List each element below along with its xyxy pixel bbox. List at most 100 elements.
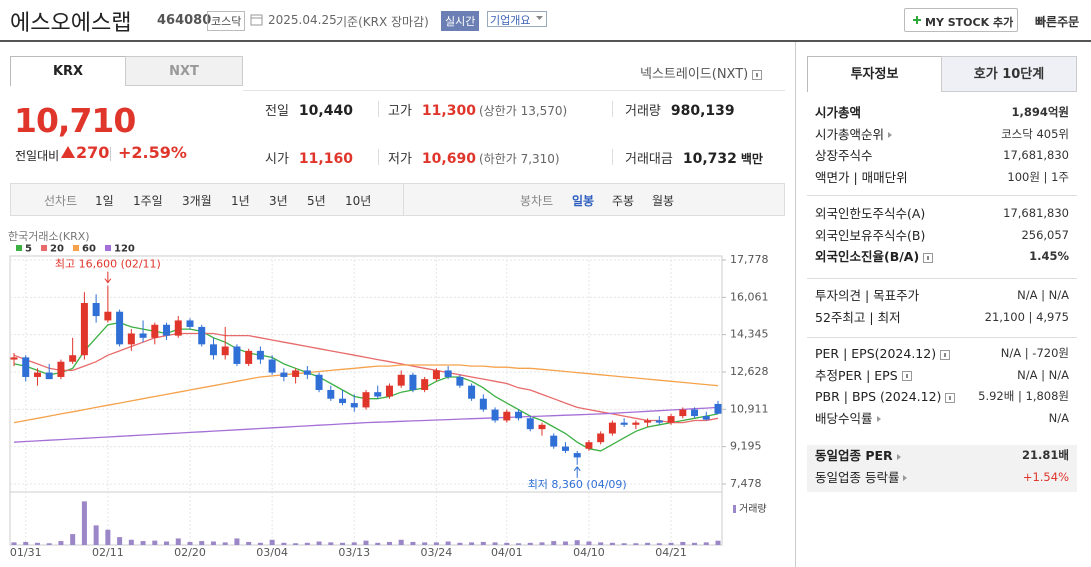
- quote-separator: [612, 101, 613, 117]
- info-row: 상장주식수 17,681,830: [815, 145, 1069, 167]
- change-pct: +2.59%: [118, 143, 187, 162]
- candle-body: [479, 398, 487, 410]
- info-value: +1.54%: [1022, 469, 1069, 484]
- period-button[interactable]: 1년: [231, 194, 250, 208]
- quote-label: 저가: [388, 152, 412, 167]
- current-price: 10,710: [14, 101, 136, 140]
- my-stock-button[interactable]: [904, 8, 1018, 32]
- help-icon[interactable]: [752, 69, 763, 80]
- volume-bar: [562, 541, 568, 545]
- up-triangle: [61, 146, 75, 158]
- volume-bar: [81, 501, 87, 545]
- low-arrow: [573, 465, 581, 478]
- low-annotation: 최저 8,360 (04/09): [528, 478, 627, 491]
- period-button[interactable]: 10년: [345, 194, 372, 208]
- candle-body: [409, 374, 417, 391]
- candle-body: [597, 433, 605, 443]
- candle-body: [526, 418, 534, 430]
- info-row: 시가총액 1,894억원: [815, 102, 1069, 124]
- period-button[interactable]: 3개월: [182, 194, 212, 208]
- my-stock-label[interactable]: MY STOCK 추가: [925, 16, 1014, 29]
- realtime-badge[interactable]: 실시간: [441, 11, 480, 31]
- candle-body: [456, 376, 464, 386]
- info-value: 17,681,830: [1003, 148, 1069, 162]
- candle-body: [468, 385, 476, 399]
- volume-bar: [410, 541, 416, 545]
- candle-body: [245, 350, 253, 364]
- candle-body: [57, 361, 65, 377]
- candle-body: [573, 453, 581, 458]
- nxt-link-text[interactable]: 넥스트레이드(NXT): [640, 67, 749, 82]
- legend-label: 20: [50, 244, 64, 255]
- x-tick-label: 04/10: [573, 546, 605, 559]
- volume-bar: [609, 542, 615, 545]
- period-button[interactable]: 3년: [269, 194, 288, 208]
- candle-body: [702, 416, 710, 420]
- quote-separator: [612, 149, 613, 165]
- quote-label: 전일: [265, 104, 289, 119]
- info-row: 배당수익률 N/A: [815, 408, 1069, 430]
- tab-invest[interactable]: 투자정보: [807, 56, 942, 92]
- quote-value: 10,440: [298, 103, 353, 119]
- candle-body: [385, 385, 393, 397]
- candle-body: [80, 303, 88, 356]
- quote-item: 거래대금 10,732 백만: [625, 148, 763, 167]
- x-tick-label: 02/20: [174, 546, 206, 559]
- stock-name: 에스오에스랩: [10, 11, 132, 36]
- info-label-text: 상장주식수: [815, 148, 873, 163]
- candle-body: [444, 370, 452, 377]
- info-label: PER | EPS(2024.12): [815, 343, 951, 365]
- volume-bar: [269, 539, 275, 545]
- quick-order[interactable]: 빠른주문: [1035, 15, 1080, 29]
- candle-chart-label: 봉차트: [520, 194, 554, 208]
- info-value: N/A | N/A: [1017, 367, 1069, 382]
- tab-nxt[interactable]: NXT: [125, 56, 243, 86]
- info-row: 액면가 | 매매단위 100원 | 1주: [815, 167, 1069, 189]
- header-rule: [0, 40, 1091, 42]
- period-button[interactable]: 5년: [307, 194, 326, 208]
- volume-bar: [574, 540, 580, 545]
- candle-body: [491, 409, 499, 421]
- info-label-text: 동일업종 PER: [815, 448, 893, 463]
- tab-krx[interactable]: KRX: [10, 56, 126, 86]
- volume-bar: [469, 542, 475, 545]
- quote-label: 고가: [388, 104, 412, 119]
- period-button[interactable]: 1주일: [133, 194, 163, 208]
- candle-body: [538, 424, 546, 430]
- tab-orderbook[interactable]: 호가 10단계: [941, 56, 1077, 92]
- quote-item: 전일 10,440: [265, 100, 353, 119]
- candle-body: [655, 420, 663, 423]
- info-value: 17,681,830: [1003, 206, 1069, 220]
- info-label-text: 52주최고 | 최저: [815, 309, 901, 325]
- info-label: PBR | BPS (2024.12): [815, 386, 956, 408]
- help-icon: [940, 349, 951, 360]
- candle-body: [608, 422, 616, 434]
- candle-period-button[interactable]: 주봉: [612, 194, 635, 208]
- info-value: 5.92배 | 1,808원: [978, 389, 1069, 403]
- overview[interactable]: 기업개요: [490, 14, 531, 27]
- info-label: 외국인보유주식수(B): [815, 225, 925, 247]
- volume-bar: [633, 543, 639, 545]
- candle-period-button[interactable]: 일봉: [572, 194, 595, 208]
- info-label-text: PER | EPS(2024.12): [815, 346, 937, 361]
- overview-box[interactable]: [487, 11, 547, 27]
- info-row: 동일업종 등락률 +1.54%: [815, 467, 1069, 489]
- x-tick-label: 01/31: [10, 546, 42, 559]
- stock-code: 464080: [157, 13, 212, 28]
- info-label: 투자의견 | 목표주가: [815, 285, 919, 307]
- info-label: 배당수익률: [815, 408, 881, 430]
- x-tick-label: 03/04: [256, 546, 288, 559]
- info-value: 100원 | 1주: [1007, 169, 1069, 184]
- info-label-text: 투자의견 | 목표주가: [815, 288, 920, 303]
- nxt-link[interactable]: 넥스트레이드(NXT): [640, 63, 763, 82]
- volume-bar: [187, 541, 193, 545]
- candle-body: [198, 326, 206, 345]
- candle-period-button[interactable]: 월봉: [652, 194, 675, 208]
- quote-value: 10,690: [421, 151, 476, 167]
- info-row: 외국인한도주식수(A) 17,681,830: [815, 203, 1069, 225]
- volume-legend-swatch: [733, 505, 736, 513]
- volume-bar: [234, 538, 240, 545]
- high-annotation: 최고 16,600 (02/11): [55, 258, 161, 271]
- period-button[interactable]: 1일: [95, 194, 114, 208]
